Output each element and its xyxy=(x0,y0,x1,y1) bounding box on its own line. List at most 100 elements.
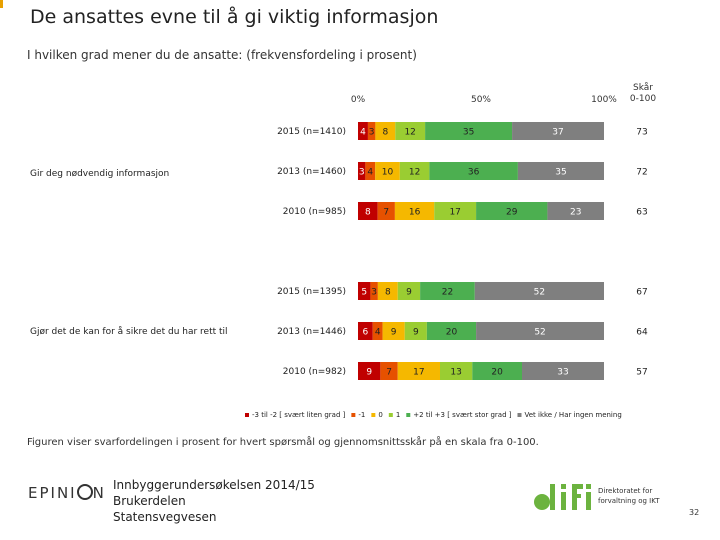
bar-segment xyxy=(397,282,421,300)
score-value: 72 xyxy=(636,168,647,178)
score-value: 57 xyxy=(636,368,647,378)
bar-segment xyxy=(375,162,400,180)
bar-segment xyxy=(377,282,398,300)
bar-segment xyxy=(394,202,435,220)
bar-segment xyxy=(547,202,604,220)
bar-segment xyxy=(372,322,383,340)
data-label: 33 xyxy=(557,368,568,378)
legend-swatch xyxy=(517,413,522,417)
difi-logo: Direktoratet for forvaltning og IKT xyxy=(534,484,660,510)
legend-label: 1 xyxy=(396,411,400,419)
footnote: Figuren viser svarfordelingen i prosent … xyxy=(27,437,539,448)
x-tick-label: 0% xyxy=(351,95,366,105)
footer-line-agency: Statensvegvesen xyxy=(113,510,217,524)
data-label: 35 xyxy=(555,168,566,178)
difi-tagline-2: forvaltning og IKT xyxy=(598,497,660,505)
data-label: 9 xyxy=(406,288,412,298)
bar-segment xyxy=(474,282,604,300)
data-label: 22 xyxy=(442,288,453,298)
data-label: 8 xyxy=(382,128,388,138)
data-label: 9 xyxy=(366,368,372,378)
score-value: 64 xyxy=(636,328,648,338)
score-header: 0-100 xyxy=(630,94,656,104)
legend-swatch xyxy=(388,413,393,417)
bar-segment xyxy=(399,162,430,180)
data-label: 52 xyxy=(534,328,545,338)
legend-label: +2 til +3 [ svært stor grad ] xyxy=(413,411,511,419)
legend-swatch xyxy=(371,413,376,417)
row-label: 2010 (n=982) xyxy=(283,367,346,377)
bar-segment xyxy=(358,122,368,140)
data-label: 7 xyxy=(386,368,392,378)
bar-segment xyxy=(420,282,475,300)
data-label: 4 xyxy=(360,128,366,138)
row-label: 2013 (n=1446) xyxy=(277,327,346,337)
x-tick-label: 100% xyxy=(591,95,617,105)
data-label: 3 xyxy=(369,128,375,138)
epinion-logo: EPINI N xyxy=(28,484,106,502)
row-label: 2015 (n=1410) xyxy=(277,127,346,137)
data-label: 23 xyxy=(570,208,581,218)
score-value: 73 xyxy=(636,128,647,138)
row-label: 2015 (n=1395) xyxy=(277,287,346,297)
legend-label: -3 til -2 [ svært liten grad ] xyxy=(252,411,346,419)
data-label: 20 xyxy=(491,368,503,378)
score-value: 67 xyxy=(636,288,647,298)
data-label: 9 xyxy=(413,328,419,338)
bar-segment xyxy=(472,362,522,380)
legend-swatch xyxy=(351,413,356,417)
data-label: 7 xyxy=(383,208,389,218)
x-tick-label: 50% xyxy=(471,95,491,105)
data-label: 5 xyxy=(361,288,367,298)
bar-segment xyxy=(370,282,378,300)
bar-segment xyxy=(358,362,381,380)
data-label: 37 xyxy=(552,128,563,138)
data-label: 4 xyxy=(367,168,373,178)
data-label: 29 xyxy=(506,208,518,218)
data-label: 12 xyxy=(409,168,420,178)
bar-segment xyxy=(434,202,477,220)
bar-segment xyxy=(512,122,604,140)
bar-segment xyxy=(358,162,366,180)
chart-subtitle: I hvilken grad mener du de ansatte: (fre… xyxy=(27,48,417,62)
bar-segment xyxy=(358,282,371,300)
data-label: 52 xyxy=(534,288,545,298)
data-label: 35 xyxy=(463,128,474,138)
bar-segment xyxy=(429,162,518,180)
bar-segment xyxy=(426,322,477,340)
bar-segment xyxy=(377,202,395,220)
bar-segment xyxy=(404,322,427,340)
data-label: 8 xyxy=(385,288,391,298)
bar-segment xyxy=(358,322,373,340)
bar-segment xyxy=(375,122,396,140)
data-label: 16 xyxy=(409,208,421,218)
page-title: De ansattes evne til å gi viktig informa… xyxy=(30,6,439,28)
bar-segment xyxy=(382,322,405,340)
score-header: Skår xyxy=(633,82,653,93)
data-label: 4 xyxy=(375,328,381,338)
bar-segment xyxy=(522,362,604,380)
data-label: 13 xyxy=(450,368,461,378)
bar-segment xyxy=(476,202,548,220)
score-value: 63 xyxy=(636,208,647,218)
data-label: 10 xyxy=(382,168,394,178)
legend-label: -1 xyxy=(358,411,365,419)
data-label: 20 xyxy=(446,328,458,338)
data-label: 9 xyxy=(391,328,397,338)
question-label: Gir deg nødvendig informasjon xyxy=(30,169,169,179)
legend-label: Vet ikke / Har ingen mening xyxy=(524,411,621,419)
bar-segment xyxy=(365,162,376,180)
bar-segment xyxy=(517,162,604,180)
bar-segment xyxy=(395,122,426,140)
row-label: 2013 (n=1460) xyxy=(277,167,346,177)
bar-segment xyxy=(380,362,398,380)
data-label: 17 xyxy=(413,368,424,378)
page-number: 32 xyxy=(689,508,700,517)
data-label: 36 xyxy=(468,168,480,178)
legend-label: 0 xyxy=(378,411,382,419)
data-label: 3 xyxy=(359,168,365,178)
corner-accent xyxy=(0,0,3,8)
data-label: 12 xyxy=(404,128,415,138)
legend-swatch xyxy=(245,413,249,417)
